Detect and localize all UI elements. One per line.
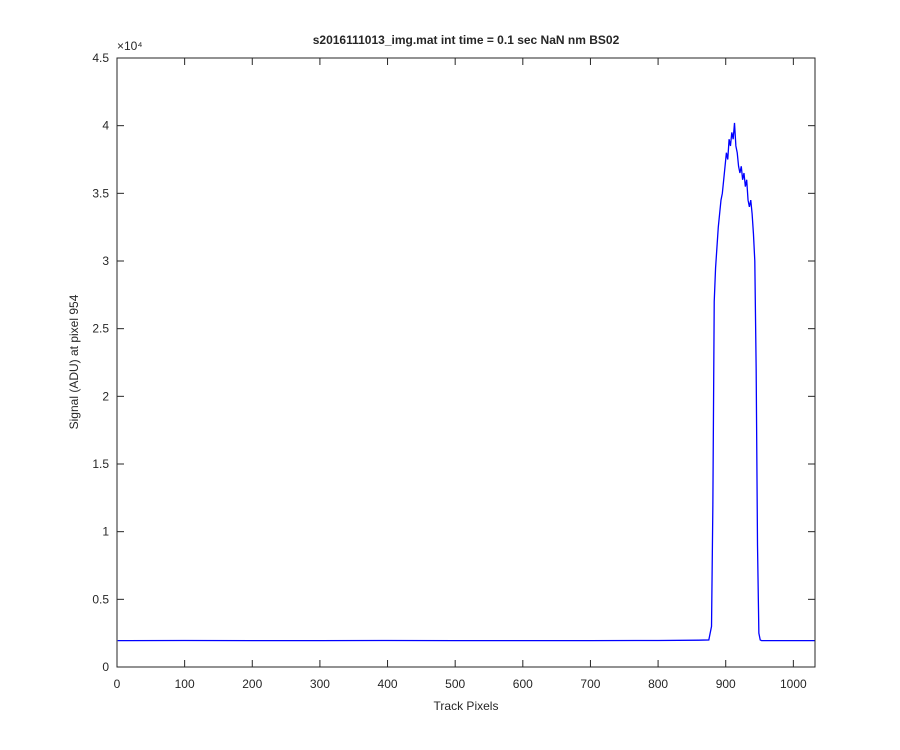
x-axis-label: Track Pixels (434, 699, 499, 713)
axes-box (116, 57, 816, 668)
y-tick-label: 1.5 (92, 457, 109, 471)
chart-title: s2016111013_img.mat int time = 0.1 sec N… (313, 33, 620, 47)
x-tick-label: 800 (648, 677, 668, 691)
data-line (117, 122, 815, 642)
y-tick-label: 1 (102, 525, 109, 539)
y-tick-label: 4.5 (92, 51, 109, 65)
x-tick-label: 600 (513, 677, 533, 691)
x-tick-label: 400 (378, 677, 398, 691)
y-tick-label: 2.5 (92, 322, 109, 336)
x-tick-label: 300 (310, 677, 330, 691)
y-multiplier: ×10⁴ (117, 39, 143, 53)
y-axis-label: Signal (ADU) at pixel 954 (67, 294, 81, 429)
y-tick-label: 0 (102, 660, 109, 674)
x-tick-label: 200 (242, 677, 262, 691)
x-tick-label: 1000 (780, 677, 807, 691)
y-tick-label: 3.5 (92, 186, 109, 200)
y-tick-label: 0.5 (92, 592, 109, 606)
y-tick-label: 4 (102, 119, 109, 133)
x-tick-label: 900 (716, 677, 736, 691)
y-tick-label: 2 (102, 389, 109, 403)
x-tick-label: 500 (445, 677, 465, 691)
y-tick-label: 3 (102, 254, 109, 268)
x-tick-label: 0 (114, 677, 121, 691)
x-tick-label: 100 (175, 677, 195, 691)
x-tick-label: 700 (580, 677, 600, 691)
